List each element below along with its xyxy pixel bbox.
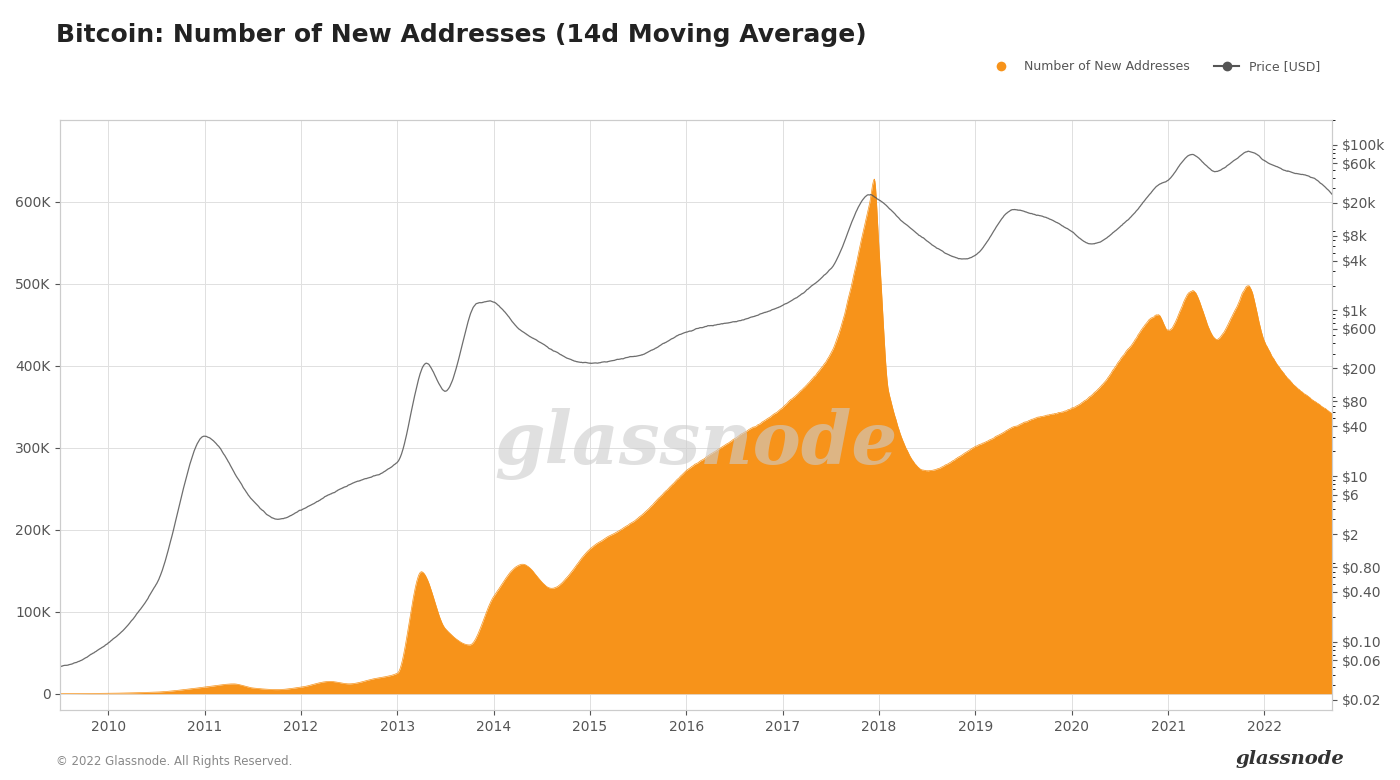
Text: glassnode: glassnode [1235,750,1344,768]
Legend: Number of New Addresses, Price [USD]: Number of New Addresses, Price [USD] [984,55,1326,78]
Text: glassnode: glassnode [494,409,897,480]
Text: Bitcoin: Number of New Addresses (14d Moving Average): Bitcoin: Number of New Addresses (14d Mo… [56,23,867,48]
Text: © 2022 Glassnode. All Rights Reserved.: © 2022 Glassnode. All Rights Reserved. [56,755,293,768]
